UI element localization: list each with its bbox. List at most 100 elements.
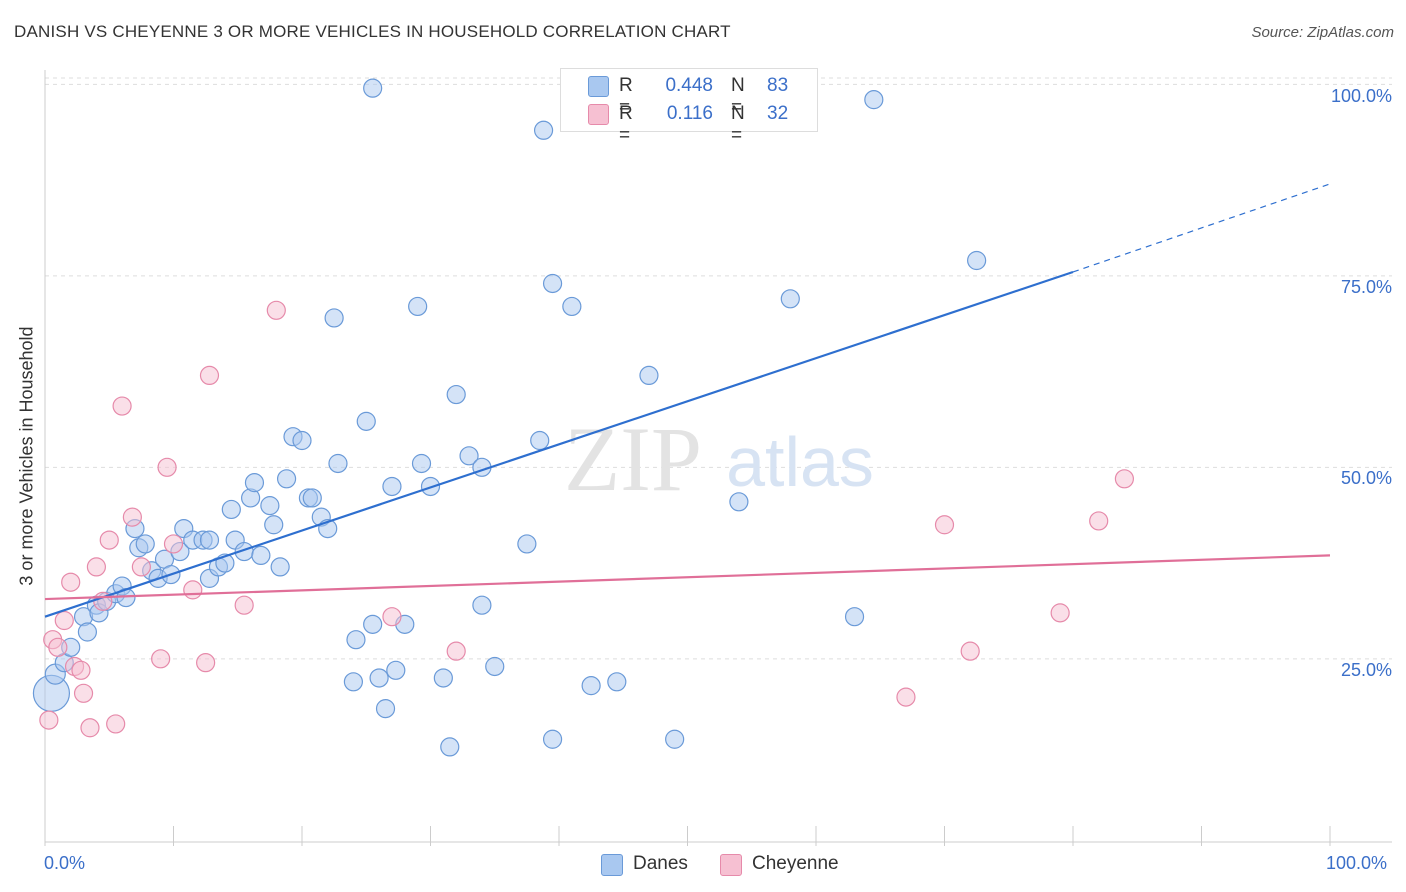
danes-point xyxy=(356,411,376,431)
danes-point xyxy=(472,595,492,615)
cheyenne-point xyxy=(48,637,68,657)
danes-point xyxy=(264,515,284,535)
y-tick-50: 50.0% xyxy=(1340,468,1392,488)
y-tick-25: 25.0% xyxy=(1340,660,1392,680)
danes-point xyxy=(542,729,563,749)
danes-point xyxy=(346,630,366,650)
danes-point xyxy=(375,699,396,719)
danes-point xyxy=(363,78,383,98)
danes-r-label: R = xyxy=(619,75,633,118)
cheyenne-point xyxy=(157,457,177,477)
danes-point xyxy=(967,250,987,271)
watermark-zip: ZIP xyxy=(564,408,702,510)
y-axis-label: 3 or more Vehicles in Household xyxy=(16,326,37,586)
danes-point xyxy=(533,120,554,140)
danes-point xyxy=(607,672,627,692)
cheyenne-point xyxy=(86,557,107,577)
danes-point xyxy=(199,530,220,550)
cheyenne-point xyxy=(934,515,955,535)
cheyenne-trend-line xyxy=(44,554,1331,601)
danes-legend-swatch xyxy=(601,854,623,876)
danes-point xyxy=(302,488,322,508)
trend-lines xyxy=(44,183,1331,618)
cheyenne-point xyxy=(960,641,980,661)
danes-point xyxy=(260,496,280,516)
cheyenne-point xyxy=(61,572,81,592)
cheyenne-point xyxy=(131,557,151,577)
cheyenne-point xyxy=(266,300,286,320)
cheyenne-n-label: N = xyxy=(731,103,745,146)
danes-point xyxy=(485,656,505,677)
danes-n-label: N = xyxy=(731,75,745,118)
cheyenne-points xyxy=(39,300,1135,738)
danes-point xyxy=(270,557,290,577)
cheyenne-point xyxy=(112,396,132,416)
series-legend: Danes Cheyenne xyxy=(0,852,1406,878)
cheyenne-point xyxy=(99,530,119,550)
cheyenne-point xyxy=(1050,603,1070,623)
cheyenne-point xyxy=(896,687,916,707)
axes xyxy=(44,70,1392,846)
cheyenne-point xyxy=(73,683,94,703)
danes-point xyxy=(864,90,884,110)
stats-legend: R = 0.448 N = 83 R = 0.116 N = 32 xyxy=(560,68,818,146)
cheyenne-point xyxy=(54,610,74,631)
danes-point xyxy=(530,430,550,451)
danes-point xyxy=(408,296,428,317)
danes-point xyxy=(459,446,479,466)
y-tick-75: 75.0% xyxy=(1340,277,1392,297)
cheyenne-point xyxy=(71,660,91,680)
danes-n-value: 83 xyxy=(767,75,789,96)
danes-points xyxy=(32,74,987,757)
cheyenne-r-label: R = xyxy=(619,103,633,146)
danes-point xyxy=(562,296,582,317)
cheyenne-point xyxy=(80,718,100,738)
y-tick-100: 100.0% xyxy=(1330,86,1392,106)
danes-point xyxy=(446,384,466,405)
x-tick-min: 0.0% xyxy=(44,853,86,873)
danes-point xyxy=(382,476,402,497)
cheyenne-r-value: 0.116 xyxy=(666,103,713,124)
danes-point xyxy=(581,676,601,696)
danes-swatch xyxy=(588,76,609,97)
danes-point xyxy=(244,473,265,493)
x-tick-max: 100.0% xyxy=(1326,853,1388,873)
danes-point xyxy=(729,492,749,512)
danes-point xyxy=(343,672,363,692)
watermark: ZIP atlas xyxy=(564,408,874,510)
cheyenne-point xyxy=(106,714,126,734)
cheyenne-legend-label: Cheyenne xyxy=(752,853,839,874)
danes-point xyxy=(386,660,406,680)
danes-legend-label: Danes xyxy=(633,853,688,874)
cheyenne-point xyxy=(1089,511,1109,531)
cheyenne-point xyxy=(151,649,171,669)
cheyenne-legend-swatch xyxy=(720,854,742,876)
cheyenne-point xyxy=(196,653,216,673)
cheyenne-point xyxy=(446,641,466,661)
danes-point xyxy=(411,453,432,474)
cheyenne-point xyxy=(234,595,254,615)
danes-point xyxy=(369,668,389,688)
danes-point xyxy=(324,308,344,328)
cheyenne-swatch xyxy=(588,104,609,125)
cheyenne-point xyxy=(39,710,59,730)
danes-trend-line xyxy=(44,270,1074,618)
danes-point xyxy=(292,430,312,451)
danes-point xyxy=(665,729,685,749)
cheyenne-n-value: 32 xyxy=(767,103,789,124)
grid-lines xyxy=(45,77,1392,660)
danes-point xyxy=(542,273,563,294)
danes-trend-extension xyxy=(1072,183,1331,273)
danes-point xyxy=(77,622,98,642)
source-label: Source: ZipAtlas.com xyxy=(1251,24,1394,41)
danes-point xyxy=(221,499,241,520)
watermark-atlas: atlas xyxy=(726,423,874,501)
cheyenne-point xyxy=(163,534,184,554)
danes-point xyxy=(251,545,271,566)
danes-point xyxy=(844,607,865,627)
danes-point xyxy=(363,614,383,634)
cheyenne-point xyxy=(199,365,220,385)
cheyenne-point xyxy=(183,580,203,600)
danes-point xyxy=(517,534,537,554)
